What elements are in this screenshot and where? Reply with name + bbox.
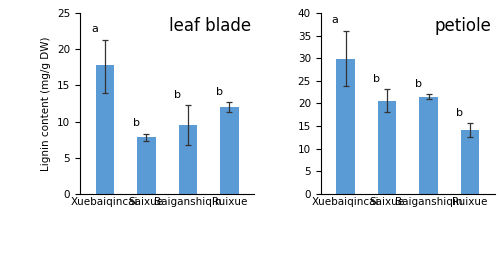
Bar xyxy=(378,101,396,194)
Text: b: b xyxy=(456,108,464,118)
Text: b: b xyxy=(415,79,422,89)
Text: a: a xyxy=(91,24,98,34)
Bar xyxy=(419,97,438,194)
Text: a: a xyxy=(332,15,338,25)
Text: leaf blade: leaf blade xyxy=(169,17,251,35)
Bar xyxy=(336,59,355,194)
Bar xyxy=(460,130,479,194)
Text: b: b xyxy=(374,74,380,84)
Bar xyxy=(178,125,198,194)
Text: b: b xyxy=(132,118,140,128)
Text: b: b xyxy=(174,90,181,100)
Y-axis label: Lignin content (mg/g DW): Lignin content (mg/g DW) xyxy=(42,36,51,171)
Bar xyxy=(137,138,156,194)
Text: b: b xyxy=(216,87,222,97)
Bar xyxy=(96,65,114,194)
Bar xyxy=(220,107,239,194)
Text: petiole: petiole xyxy=(434,17,492,35)
